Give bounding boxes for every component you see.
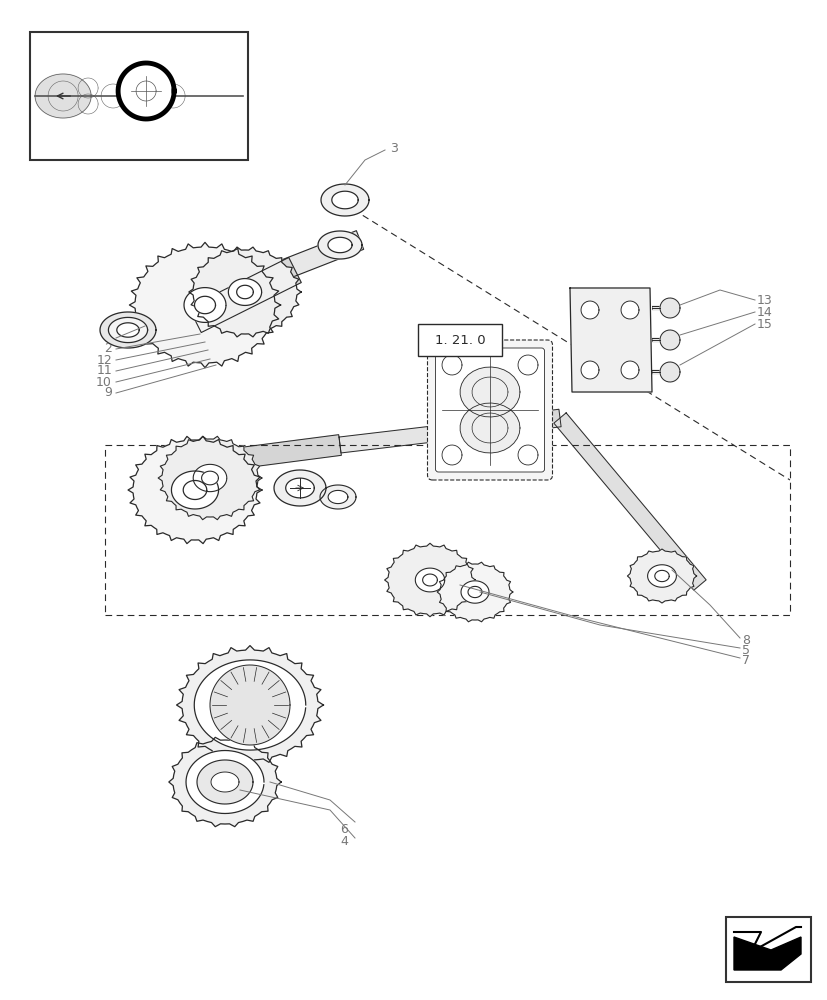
Polygon shape — [171, 471, 218, 509]
FancyBboxPatch shape — [435, 348, 544, 472]
Polygon shape — [338, 424, 451, 453]
Polygon shape — [460, 367, 519, 417]
Polygon shape — [193, 464, 227, 492]
Polygon shape — [448, 409, 561, 441]
Polygon shape — [581, 301, 598, 319]
Polygon shape — [285, 478, 314, 498]
Text: 1. 21. 0: 1. 21. 0 — [434, 334, 485, 347]
Polygon shape — [274, 470, 326, 506]
Polygon shape — [176, 646, 323, 764]
Text: 6: 6 — [340, 823, 347, 836]
Polygon shape — [321, 184, 369, 216]
Polygon shape — [327, 490, 347, 504]
Polygon shape — [237, 285, 253, 299]
Bar — [725, 917, 810, 982]
Polygon shape — [518, 445, 538, 465]
Polygon shape — [659, 298, 679, 318]
Polygon shape — [228, 279, 261, 305]
FancyBboxPatch shape — [418, 324, 501, 356]
Polygon shape — [184, 288, 226, 322]
Text: 10: 10 — [96, 375, 112, 388]
Polygon shape — [437, 562, 512, 622]
Polygon shape — [158, 436, 261, 520]
Polygon shape — [108, 317, 147, 343]
Text: 5: 5 — [741, 644, 749, 656]
Polygon shape — [100, 312, 155, 348]
Polygon shape — [415, 568, 444, 592]
Polygon shape — [35, 74, 91, 118]
Polygon shape — [205, 766, 244, 798]
Polygon shape — [569, 288, 651, 392]
Polygon shape — [210, 665, 289, 745]
Polygon shape — [647, 565, 676, 587]
Text: 15: 15 — [756, 318, 772, 330]
Polygon shape — [186, 750, 264, 813]
Bar — [30, 32, 248, 160]
Text: 4: 4 — [340, 835, 347, 848]
Polygon shape — [222, 682, 278, 728]
Text: 12: 12 — [96, 354, 112, 366]
Polygon shape — [320, 485, 356, 509]
Polygon shape — [659, 362, 679, 382]
Polygon shape — [327, 237, 351, 253]
Polygon shape — [318, 231, 361, 259]
Polygon shape — [127, 231, 363, 339]
Polygon shape — [467, 586, 481, 598]
Polygon shape — [238, 435, 341, 468]
Polygon shape — [733, 937, 800, 970]
Polygon shape — [129, 242, 280, 368]
Text: 11: 11 — [96, 364, 112, 377]
Polygon shape — [385, 543, 475, 617]
Polygon shape — [654, 570, 668, 582]
Polygon shape — [201, 471, 218, 485]
Polygon shape — [442, 445, 461, 465]
Polygon shape — [117, 323, 139, 337]
Polygon shape — [169, 737, 281, 827]
Text: 3: 3 — [390, 142, 398, 155]
Polygon shape — [518, 355, 538, 375]
Polygon shape — [118, 63, 174, 119]
Text: 14: 14 — [756, 306, 772, 318]
Polygon shape — [620, 301, 638, 319]
Text: 8: 8 — [741, 634, 749, 646]
Polygon shape — [442, 355, 461, 375]
Polygon shape — [159, 450, 241, 478]
Polygon shape — [194, 660, 305, 750]
Polygon shape — [211, 772, 239, 792]
Polygon shape — [194, 296, 215, 314]
Text: 7: 7 — [741, 654, 749, 666]
Text: 1: 1 — [104, 332, 112, 344]
Polygon shape — [461, 581, 489, 603]
Polygon shape — [183, 481, 207, 499]
Polygon shape — [627, 549, 696, 603]
Polygon shape — [332, 191, 358, 209]
Polygon shape — [581, 361, 598, 379]
Polygon shape — [460, 403, 519, 453]
FancyBboxPatch shape — [427, 340, 552, 480]
Polygon shape — [197, 760, 253, 804]
Polygon shape — [128, 436, 261, 544]
Text: 9: 9 — [104, 386, 112, 399]
Polygon shape — [553, 413, 705, 590]
Polygon shape — [189, 257, 301, 333]
Polygon shape — [659, 330, 679, 350]
Polygon shape — [422, 574, 437, 586]
Polygon shape — [620, 361, 638, 379]
Polygon shape — [189, 247, 301, 337]
Text: 2: 2 — [104, 342, 112, 356]
Text: 13: 13 — [756, 294, 772, 306]
